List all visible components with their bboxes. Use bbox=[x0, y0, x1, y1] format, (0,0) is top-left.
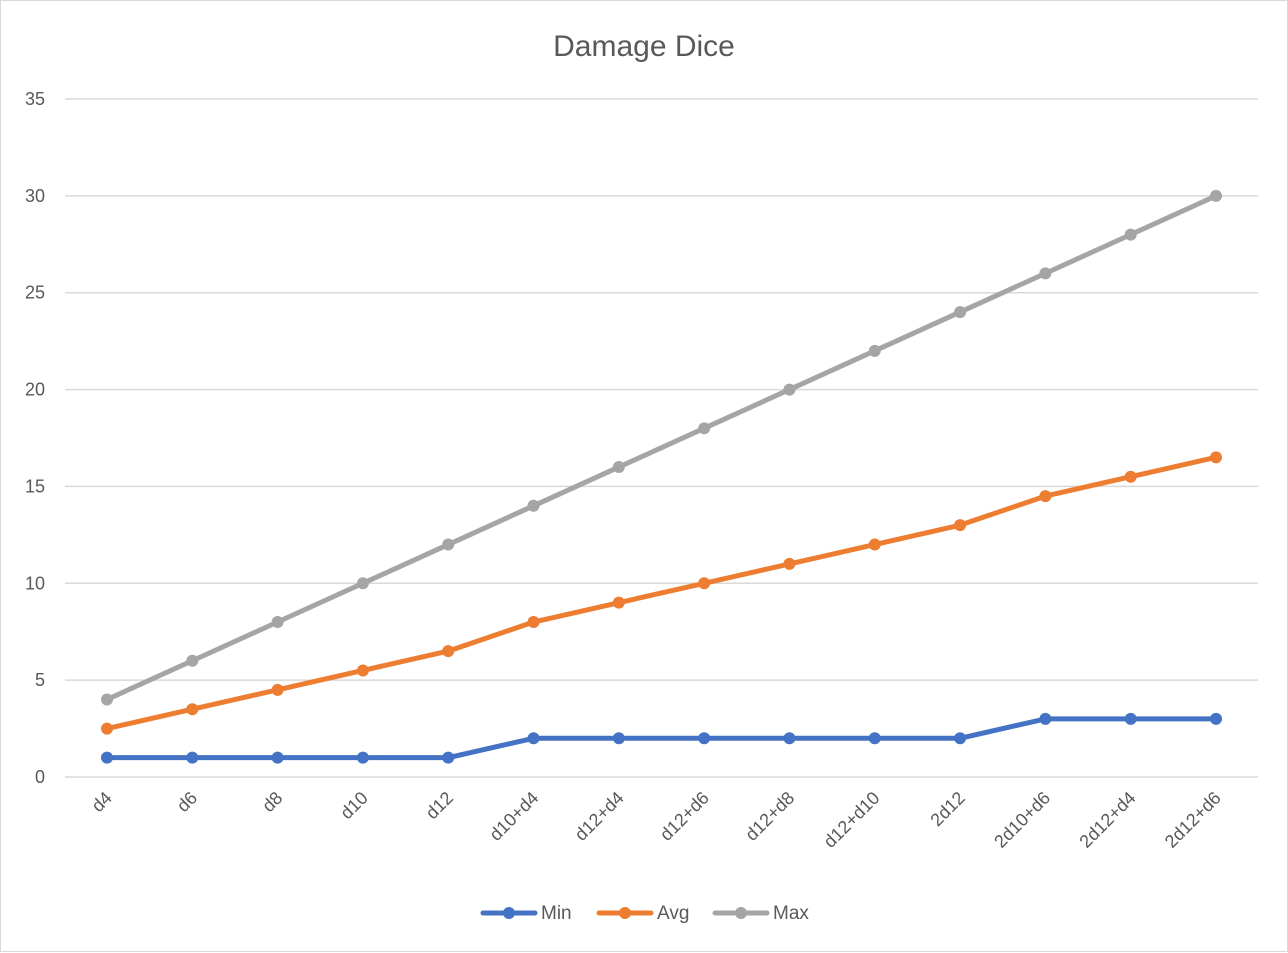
data-point-max bbox=[783, 383, 796, 396]
chart-title: Damage Dice bbox=[553, 30, 735, 63]
series-line-avg bbox=[104, 454, 1219, 732]
x-tick-label: 2d12+d4 bbox=[1075, 788, 1139, 852]
data-point-avg bbox=[612, 596, 625, 609]
data-point-max bbox=[442, 538, 455, 551]
y-tick-label: 15 bbox=[25, 476, 45, 496]
y-tick-label: 5 bbox=[35, 670, 45, 690]
data-point-min bbox=[868, 732, 881, 745]
data-point-max bbox=[1210, 189, 1222, 202]
x-tick-label: d12 bbox=[422, 788, 457, 823]
legend-item-avg: Avg bbox=[596, 903, 689, 924]
y-tick-label: 20 bbox=[25, 380, 45, 400]
series-avg bbox=[101, 451, 1222, 735]
legend-label-min: Min bbox=[541, 903, 572, 924]
legend-label-avg: Avg bbox=[657, 903, 689, 924]
x-axis-ticks: d4 d6 d8 d10 d12 d10+d4 d12+d4 d12+d6 d12+d8 d12+… bbox=[88, 788, 1225, 852]
data-point-max bbox=[698, 422, 711, 435]
x-tick-label: d12+d6 bbox=[656, 788, 713, 845]
x-tick-label: 2d12 bbox=[926, 788, 968, 830]
data-point-max bbox=[356, 577, 369, 590]
data-point-max bbox=[186, 654, 199, 667]
data-point-avg bbox=[186, 703, 199, 716]
legend-item-max: Max bbox=[712, 903, 809, 924]
data-point-min bbox=[442, 751, 455, 764]
data-point-max bbox=[101, 693, 113, 706]
x-tick-label: d8 bbox=[258, 788, 286, 816]
x-tick-label: d12+d10 bbox=[820, 788, 884, 852]
y-tick-label: 0 bbox=[35, 767, 45, 787]
series-line-min bbox=[104, 716, 1219, 761]
data-point-min bbox=[1210, 712, 1222, 725]
legend-label-max: Max bbox=[773, 903, 809, 924]
legend: Min Avg Max bbox=[480, 903, 809, 924]
data-point-min bbox=[698, 732, 711, 745]
data-point-max bbox=[954, 306, 967, 319]
data-point-avg bbox=[356, 664, 369, 677]
x-tick-label: d12+d8 bbox=[741, 788, 798, 845]
y-tick-label: 35 bbox=[25, 89, 45, 109]
series-min bbox=[101, 712, 1222, 764]
x-tick-label: d10+d4 bbox=[485, 788, 542, 845]
y-axis-ticks: 0 5 10 15 20 25 30 35 bbox=[25, 89, 45, 787]
legend-marker-max bbox=[735, 907, 747, 919]
data-point-avg bbox=[698, 577, 711, 590]
data-point-max bbox=[1124, 228, 1137, 241]
data-point-max bbox=[868, 344, 881, 357]
data-point-min bbox=[1039, 712, 1052, 725]
data-point-avg bbox=[271, 683, 284, 696]
gridlines bbox=[65, 98, 1258, 778]
data-point-avg bbox=[1124, 470, 1137, 483]
y-tick-label: 30 bbox=[25, 186, 45, 206]
data-point-avg bbox=[527, 616, 540, 629]
data-point-min bbox=[1124, 712, 1137, 725]
data-point-min bbox=[527, 732, 540, 745]
data-point-min bbox=[101, 751, 113, 764]
data-point-avg bbox=[783, 557, 796, 570]
data-point-max bbox=[271, 616, 284, 629]
data-point-avg bbox=[954, 519, 967, 532]
data-point-avg bbox=[1039, 490, 1052, 503]
series-max bbox=[101, 189, 1222, 706]
legend-item-min: Min bbox=[480, 903, 572, 924]
data-point-min bbox=[783, 732, 796, 745]
data-point-max bbox=[1039, 267, 1052, 280]
series-line-max bbox=[104, 193, 1219, 703]
data-point-avg bbox=[1210, 451, 1222, 464]
legend-marker-min bbox=[503, 907, 515, 919]
y-tick-label: 25 bbox=[25, 283, 45, 303]
data-point-avg bbox=[101, 722, 113, 735]
data-point-min bbox=[356, 751, 369, 764]
data-point-min bbox=[186, 751, 199, 764]
x-tick-label: d4 bbox=[88, 788, 116, 816]
data-point-avg bbox=[442, 645, 455, 658]
y-tick-label: 10 bbox=[25, 573, 45, 593]
x-tick-label: 2d12+d6 bbox=[1161, 788, 1225, 852]
data-point-avg bbox=[868, 538, 881, 551]
x-tick-label: d12+d4 bbox=[571, 788, 628, 845]
data-point-min bbox=[954, 732, 967, 745]
data-point-max bbox=[612, 461, 625, 474]
x-tick-label: d6 bbox=[173, 788, 201, 816]
x-tick-label: 2d10+d6 bbox=[990, 788, 1054, 852]
x-tick-label: d10 bbox=[336, 788, 371, 823]
series-lines bbox=[101, 189, 1222, 764]
data-point-max bbox=[527, 499, 540, 512]
data-point-min bbox=[612, 732, 625, 745]
legend-marker-avg bbox=[619, 907, 631, 919]
data-point-min bbox=[271, 751, 284, 764]
